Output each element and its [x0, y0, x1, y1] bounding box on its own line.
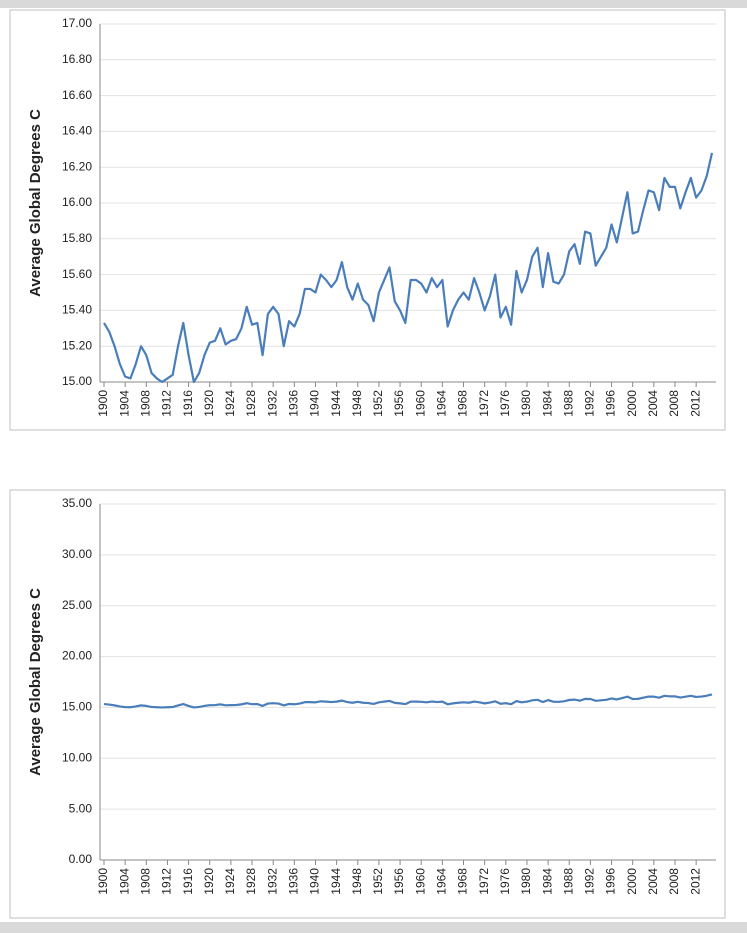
- x-tick-label: 1928: [244, 390, 258, 417]
- x-tick-label: 1908: [138, 868, 152, 895]
- x-tick-label: 1932: [265, 868, 279, 895]
- y-tick-label: 16.40: [62, 124, 92, 138]
- y-tick-label: 15.80: [62, 231, 92, 245]
- x-tick-label: 1976: [498, 390, 512, 417]
- y-tick-label: 16.80: [62, 52, 92, 66]
- x-tick-label: 1928: [244, 868, 258, 895]
- y-axis-label: Average Global Degrees C: [27, 109, 44, 297]
- x-tick-label: 1924: [223, 390, 237, 417]
- x-tick-label: 1924: [223, 868, 237, 895]
- x-tick-label: 1900: [96, 868, 110, 895]
- x-tick-label: 2008: [667, 868, 681, 895]
- x-tick-label: 1984: [540, 868, 554, 895]
- x-tick-label: 1972: [477, 390, 491, 417]
- y-tick-label: 16.60: [62, 88, 92, 102]
- y-tick-label: 16.20: [62, 159, 92, 173]
- x-tick-label: 1940: [308, 868, 322, 895]
- x-tick-label: 1936: [287, 390, 301, 417]
- y-tick-label: 16.00: [62, 195, 92, 209]
- y-tick-label: 35.00: [62, 496, 92, 510]
- y-tick-label: 25.00: [62, 598, 92, 612]
- x-tick-label: 1952: [371, 868, 385, 895]
- x-tick-label: 1956: [392, 390, 406, 417]
- x-tick-label: 1948: [350, 390, 364, 417]
- x-tick-label: 1916: [181, 390, 195, 417]
- x-tick-label: 1960: [413, 868, 427, 895]
- x-tick-label: 1904: [117, 390, 131, 417]
- y-tick-label: 15.60: [62, 267, 92, 281]
- x-tick-label: 2004: [646, 868, 660, 895]
- x-tick-label: 1932: [265, 390, 279, 417]
- y-tick-label: 15.00: [62, 374, 92, 388]
- x-tick-label: 1964: [435, 868, 449, 895]
- x-tick-label: 1980: [519, 390, 533, 417]
- x-tick-label: 1956: [392, 868, 406, 895]
- chart-panel: [9, 9, 726, 431]
- x-tick-label: 1972: [477, 868, 491, 895]
- top-bar: [0, 0, 747, 8]
- x-tick-label: 1996: [604, 868, 618, 895]
- y-tick-label: 17.00: [62, 16, 92, 30]
- x-tick-label: 1976: [498, 868, 512, 895]
- y-tick-label: 15.00: [62, 700, 92, 714]
- x-tick-label: 1900: [96, 390, 110, 417]
- x-tick-label: 1944: [329, 868, 343, 895]
- y-tick-label: 5.00: [69, 801, 93, 815]
- x-tick-label: 2012: [688, 868, 702, 895]
- y-tick-label: 10.00: [62, 750, 92, 764]
- x-tick-label: 1960: [413, 390, 427, 417]
- y-tick-label: 0.00: [69, 852, 93, 866]
- x-tick-label: 1948: [350, 868, 364, 895]
- y-tick-label: 15.20: [62, 338, 92, 352]
- x-tick-label: 1992: [583, 390, 597, 417]
- bottom-bar: [0, 922, 747, 933]
- x-tick-label: 1952: [371, 390, 385, 417]
- x-tick-label: 1908: [138, 390, 152, 417]
- x-tick-label: 2000: [625, 868, 639, 895]
- x-tick-label: 1944: [329, 390, 343, 417]
- x-tick-label: 1912: [160, 390, 174, 417]
- x-tick-label: 1912: [160, 868, 174, 895]
- x-tick-label: 1988: [561, 390, 575, 417]
- x-tick-label: 2012: [688, 390, 702, 417]
- x-tick-label: 1968: [456, 868, 470, 895]
- data-line: [103, 693, 713, 709]
- x-tick-label: 1992: [583, 868, 597, 895]
- y-axis-label: Average Global Degrees C: [27, 588, 44, 776]
- x-tick-label: 1904: [117, 868, 131, 895]
- x-tick-label: 1968: [456, 390, 470, 417]
- x-tick-label: 1920: [202, 868, 216, 895]
- x-tick-label: 1940: [308, 390, 322, 417]
- x-tick-label: 1916: [181, 868, 195, 895]
- x-tick-label: 1980: [519, 868, 533, 895]
- x-tick-label: 1964: [435, 390, 449, 417]
- y-tick-label: 15.40: [62, 303, 92, 317]
- x-tick-label: 1988: [561, 868, 575, 895]
- x-tick-label: 1920: [202, 390, 216, 417]
- x-tick-label: 2000: [625, 390, 639, 417]
- y-tick-label: 20.00: [62, 649, 92, 663]
- x-tick-label: 2008: [667, 390, 681, 417]
- x-tick-label: 1996: [604, 390, 618, 417]
- x-tick-label: 1936: [287, 868, 301, 895]
- y-tick-label: 30.00: [62, 547, 92, 561]
- x-tick-label: 2004: [646, 390, 660, 417]
- data-line: [103, 152, 714, 384]
- x-tick-label: 1984: [540, 390, 554, 417]
